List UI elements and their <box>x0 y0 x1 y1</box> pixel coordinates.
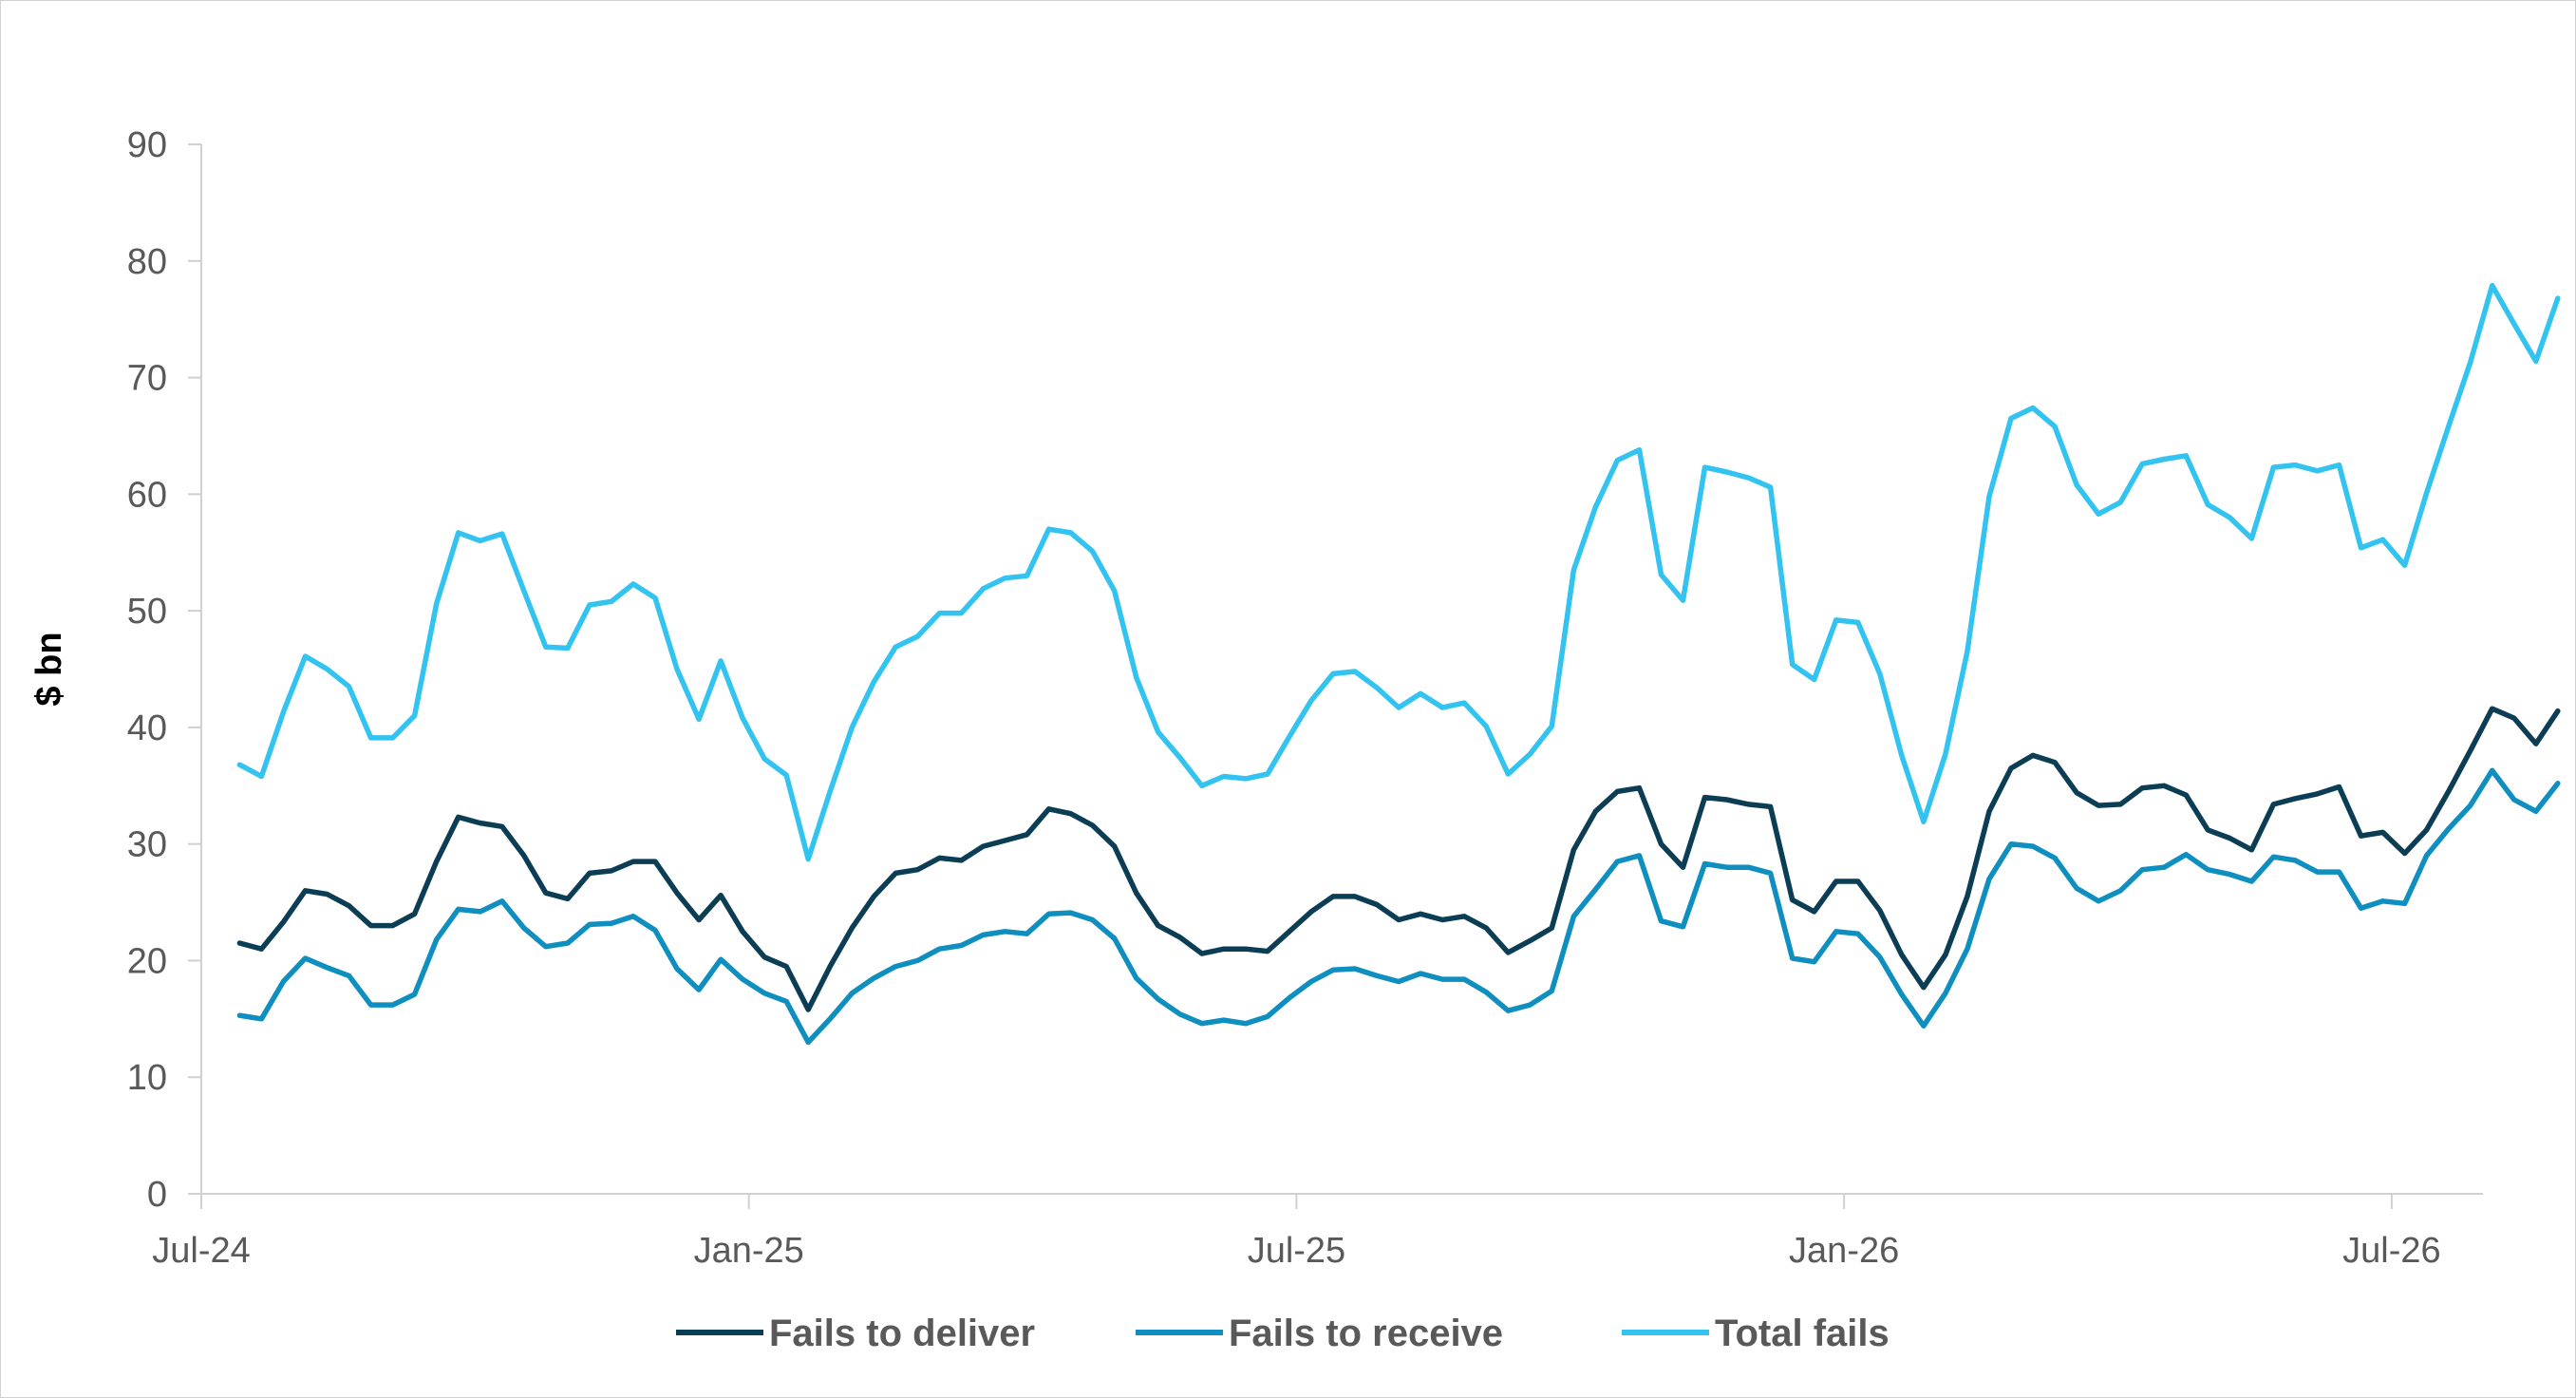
y-tick-label: 40 <box>127 708 167 748</box>
series-lines <box>236 282 2561 1046</box>
x-tick-label: Jul-26 <box>2342 1231 2441 1271</box>
legend-label-receive: Fails to receive <box>1229 1313 1503 1354</box>
y-tick-label: 70 <box>127 359 167 399</box>
x-tick-label: Jul-24 <box>152 1231 251 1271</box>
y-tick-label: 10 <box>127 1058 167 1098</box>
legend-label-deliver: Fails to deliver <box>769 1313 1035 1354</box>
series-line-receive <box>236 767 2561 1046</box>
y-tick-label: 50 <box>127 592 167 632</box>
x-ticks: Jul-24 Jan-25 Jul-25 Jan-26 Jul-26 <box>152 1194 2441 1271</box>
y-tick-label: 20 <box>127 941 167 981</box>
x-tick-label: Jan-25 <box>694 1231 804 1271</box>
x-tick-label: Jan-26 <box>1789 1231 1899 1271</box>
series-line-deliver <box>236 706 2561 1012</box>
legend: Fails to deliver Fails to receive Total fa… <box>676 1313 1890 1354</box>
y-tick-label: 90 <box>127 125 167 165</box>
y-axis-title: $ bn <box>29 632 69 706</box>
x-tick-label: Jul-25 <box>1248 1231 1346 1271</box>
y-tick-label: 80 <box>127 242 167 282</box>
y-tick-label: 0 <box>147 1175 167 1215</box>
legend-label-total: Total fails <box>1715 1313 1890 1354</box>
series-line-total <box>236 282 2561 862</box>
y-tick-label: 30 <box>127 825 167 865</box>
y-ticks: 0 10 20 30 40 50 60 70 80 90 <box>127 125 201 1215</box>
y-tick-label: 60 <box>127 475 167 515</box>
axes <box>200 144 2483 1195</box>
